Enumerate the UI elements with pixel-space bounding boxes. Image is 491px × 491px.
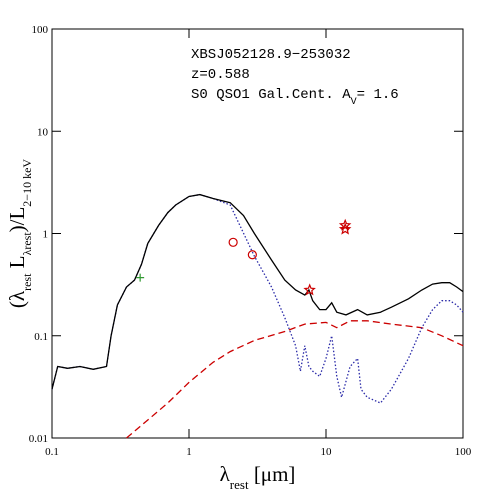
series-line: [51, 193, 464, 390]
x-axis-label: λrest [μm]: [220, 462, 296, 491]
series-line: [126, 320, 464, 439]
y-tick-label: 1: [43, 229, 49, 241]
text-part: λ: [220, 462, 231, 486]
text-part: L: [5, 255, 29, 273]
text-part: = 1.6: [357, 87, 399, 103]
text-part: z=0.588: [191, 67, 250, 83]
data-point: [338, 218, 352, 231]
y-axis-label: (λrest Lλrest)/L2−10 keV: [5, 159, 34, 309]
y-tick-label: 0.01: [29, 433, 48, 445]
subscript: 2−10 keV: [20, 159, 34, 207]
y-tick-label: 10: [37, 126, 49, 138]
text-part: (λ: [5, 290, 29, 308]
annotation: XBSJ052128.9−253032: [191, 47, 351, 63]
y-tick-label: 0.1: [34, 331, 48, 343]
subscript: rest: [20, 273, 34, 291]
x-tick-label: 0.1: [45, 446, 59, 458]
subscript: rest: [230, 477, 249, 491]
subscript: λrest: [20, 232, 34, 256]
text-part: XBSJ052128.9−253032: [191, 47, 351, 63]
x-tick-label: 1: [186, 446, 192, 458]
annotation: z=0.588: [191, 67, 250, 83]
y-tick-label: 100: [32, 24, 49, 36]
text-part: [μm]: [249, 462, 296, 486]
text-part: S0 QSO1 Gal.Cent. A: [191, 87, 351, 103]
data-point: [136, 273, 145, 282]
x-tick-label: 10: [321, 446, 333, 458]
data-point: [228, 237, 238, 247]
annotation: S0 QSO1 Gal.Cent. AV= 1.6: [191, 87, 399, 108]
data-point: [338, 222, 352, 235]
data-point: [247, 250, 257, 260]
data-point: [303, 283, 316, 296]
x-tick-label: 100: [455, 446, 472, 458]
series-line: [51, 193, 464, 404]
text-part: )/L: [5, 207, 29, 233]
subscript: V: [351, 97, 357, 108]
